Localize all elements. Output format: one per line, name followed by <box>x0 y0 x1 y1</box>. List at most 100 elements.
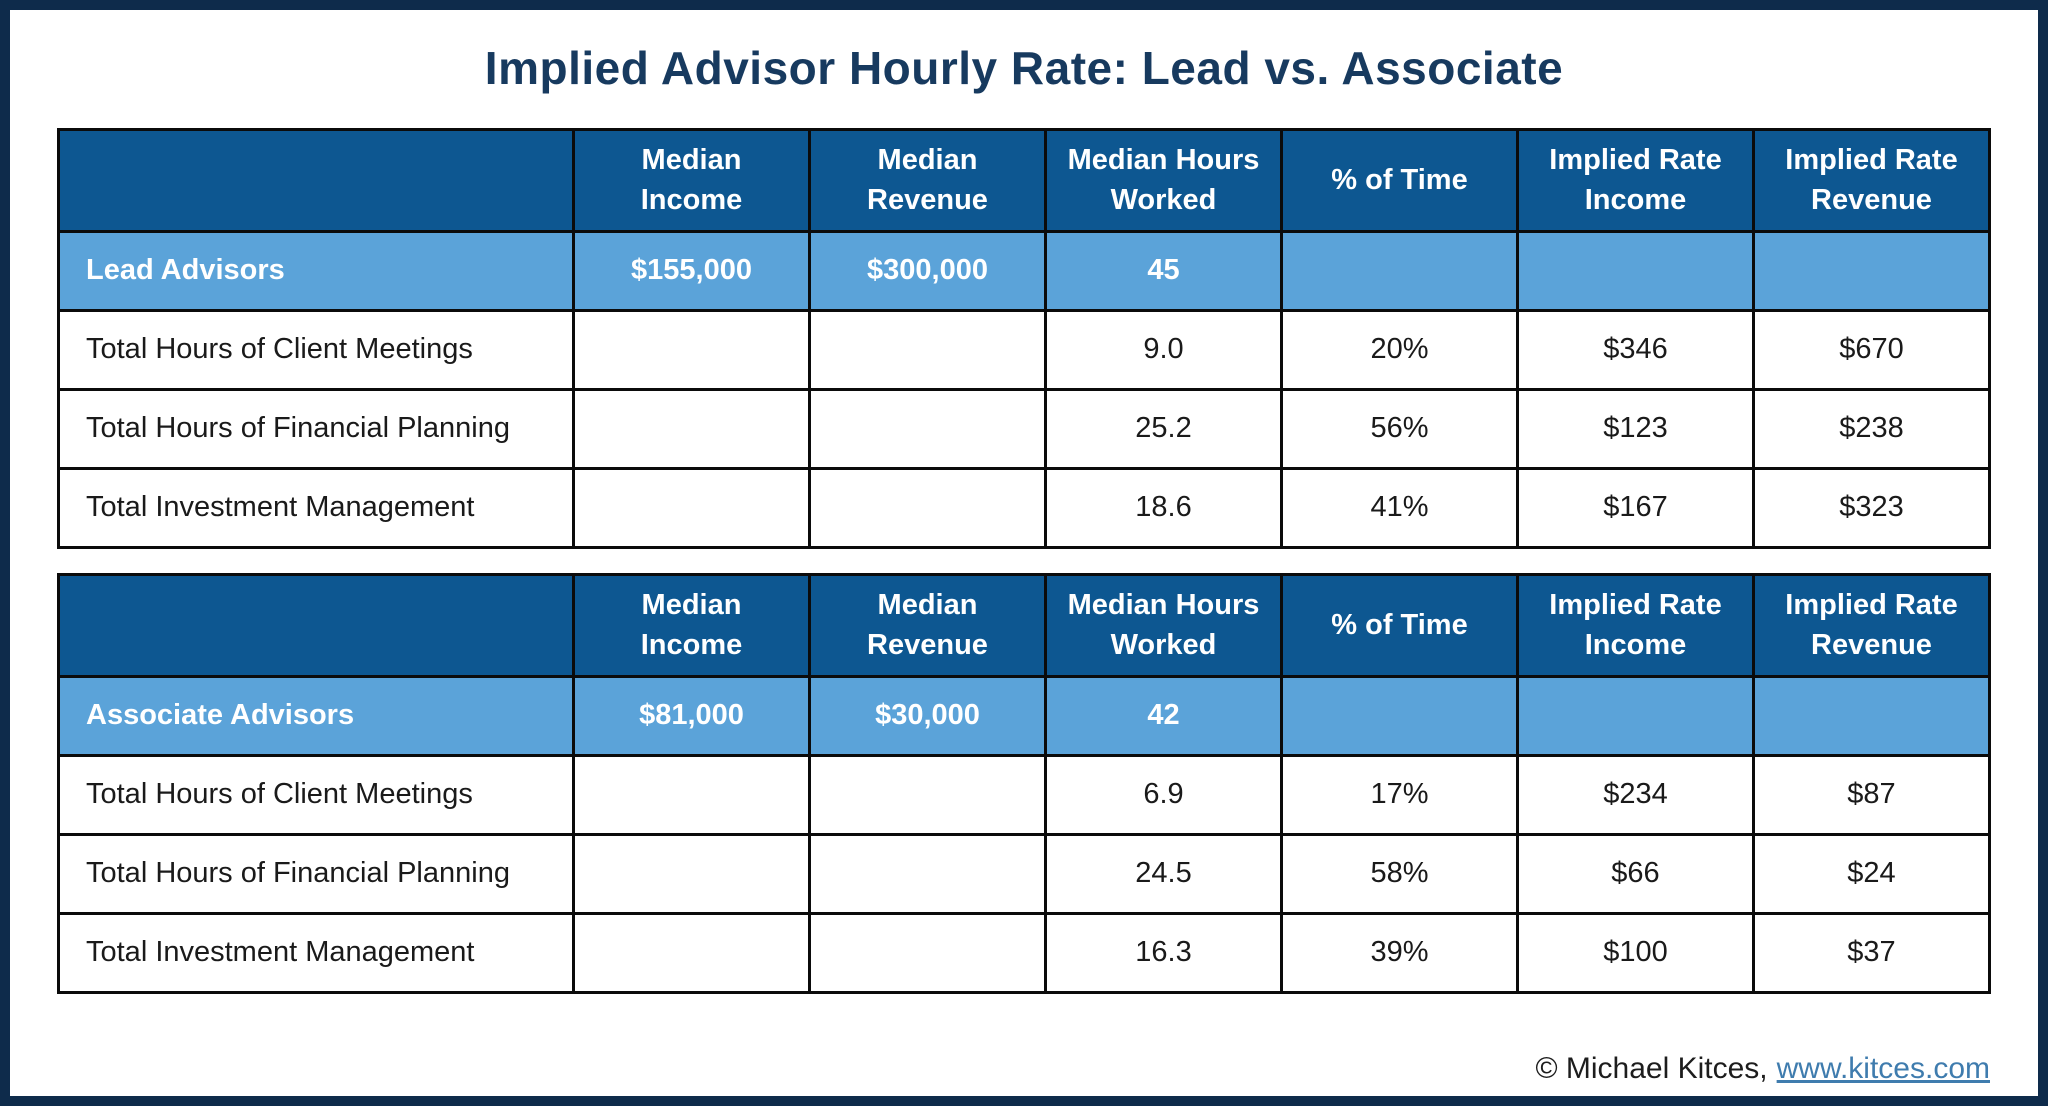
lead-advisors-table: Median Income Median Revenue Median Hour… <box>57 127 1991 549</box>
row-label: Lead Advisors <box>57 229 575 312</box>
header-line: Median Hours <box>1067 143 1260 176</box>
cell-median-income <box>572 466 811 549</box>
row-label: Total Hours of Client Meetings <box>57 308 575 391</box>
cell-implied-rate-income: $346 <box>1516 308 1755 391</box>
header-line: Implied Rate <box>1785 143 1958 176</box>
header-line: Worked <box>1110 184 1217 217</box>
cell-median-income: $81,000 <box>572 674 811 757</box>
header-implied-rate-revenue: Implied Rate Revenue <box>1752 127 1991 233</box>
table-row-client-meetings: Total Hours of Client Meetings 9.0 20% $… <box>57 308 1991 391</box>
header-line: Median <box>877 143 978 176</box>
row-label: Total Investment Management <box>57 911 575 994</box>
header-row: Median Income Median Revenue Median Hour… <box>57 572 1991 678</box>
cell-implied-rate-income: $167 <box>1516 466 1755 549</box>
cell-implied-rate-revenue: $37 <box>1752 911 1991 994</box>
cell-median-income <box>572 753 811 836</box>
header-line: Implied Rate <box>1549 588 1722 621</box>
header-pct-time: % of Time <box>1280 127 1519 233</box>
header-implied-rate-income: Implied Rate Income <box>1516 127 1755 233</box>
table-row-lead-advisors: Lead Advisors $155,000 $300,000 45 <box>57 229 1991 312</box>
cell-implied-rate-revenue: $323 <box>1752 466 1991 549</box>
associate-advisors-table: Median Income Median Revenue Median Hour… <box>57 572 1991 994</box>
row-label: Total Investment Management <box>57 466 575 549</box>
table-row-investment-management: Total Investment Management 16.3 39% $10… <box>57 911 1991 994</box>
cell-implied-rate-revenue <box>1752 674 1991 757</box>
header-line: Implied Rate <box>1549 143 1722 176</box>
cell-pct-time <box>1280 229 1519 312</box>
cell-median-hours: 6.9 <box>1044 753 1283 836</box>
table-row-investment-management: Total Investment Management 18.6 41% $16… <box>57 466 1991 549</box>
header-line: Income <box>1584 629 1687 662</box>
header-pct-time: % of Time <box>1280 572 1519 678</box>
header-implied-rate-revenue: Implied Rate Revenue <box>1752 572 1991 678</box>
header-line: % of Time <box>1331 609 1468 642</box>
table-row-associate-advisors: Associate Advisors $81,000 $30,000 42 <box>57 674 1991 757</box>
cell-median-hours: 16.3 <box>1044 911 1283 994</box>
header-implied-rate-income: Implied Rate Income <box>1516 572 1755 678</box>
cell-median-revenue <box>808 753 1047 836</box>
cell-median-income <box>572 308 811 391</box>
header-line: Worked <box>1110 629 1217 662</box>
header-empty-cell <box>57 127 575 233</box>
cell-pct-time <box>1280 674 1519 757</box>
table-row-client-meetings: Total Hours of Client Meetings 6.9 17% $… <box>57 753 1991 836</box>
kitces-link[interactable]: www.kitces.com <box>1776 1052 1990 1085</box>
cell-pct-time: 58% <box>1280 832 1519 915</box>
header-line: Implied Rate <box>1785 588 1958 621</box>
cell-median-hours: 42 <box>1044 674 1283 757</box>
cell-pct-time: 17% <box>1280 753 1519 836</box>
header-line: Median <box>877 588 978 621</box>
copyright-text: © Michael Kitces, <box>1535 1052 1768 1085</box>
footer-attribution: © Michael Kitces, www.kitces.com <box>1535 1052 1990 1086</box>
cell-median-income <box>572 387 811 470</box>
header-line: Income <box>1584 184 1687 217</box>
cell-pct-time: 39% <box>1280 911 1519 994</box>
cell-pct-time: 41% <box>1280 466 1519 549</box>
cell-implied-rate-revenue <box>1752 229 1991 312</box>
table-row-financial-planning: Total Hours of Financial Planning 24.5 5… <box>57 832 1991 915</box>
header-median-hours: Median Hours Worked <box>1044 572 1283 678</box>
header-median-revenue: Median Revenue <box>808 127 1047 233</box>
cell-implied-rate-income <box>1516 229 1755 312</box>
cell-implied-rate-income: $123 <box>1516 387 1755 470</box>
cell-implied-rate-income: $234 <box>1516 753 1755 836</box>
cell-implied-rate-revenue: $87 <box>1752 753 1991 836</box>
row-label: Total Hours of Financial Planning <box>57 832 575 915</box>
cell-median-income <box>572 911 811 994</box>
row-label: Total Hours of Financial Planning <box>57 387 575 470</box>
header-median-income: Median Income <box>572 127 811 233</box>
cell-median-hours: 9.0 <box>1044 308 1283 391</box>
table-row-financial-planning: Total Hours of Financial Planning 25.2 5… <box>57 387 1991 470</box>
cell-median-revenue <box>808 832 1047 915</box>
header-line: % of Time <box>1331 164 1468 197</box>
cell-implied-rate-income: $100 <box>1516 911 1755 994</box>
cell-median-revenue: $300,000 <box>808 229 1047 312</box>
cell-implied-rate-revenue: $670 <box>1752 308 1991 391</box>
cell-pct-time: 56% <box>1280 387 1519 470</box>
cell-implied-rate-revenue: $24 <box>1752 832 1991 915</box>
page-title: Implied Advisor Hourly Rate: Lead vs. As… <box>484 42 1564 94</box>
header-row: Median Income Median Revenue Median Hour… <box>57 127 1991 233</box>
header-empty-cell <box>57 572 575 678</box>
cell-median-revenue: $30,000 <box>808 674 1047 757</box>
cell-median-income: $155,000 <box>572 229 811 312</box>
row-label: Associate Advisors <box>57 674 575 757</box>
header-line: Median Hours <box>1067 588 1260 621</box>
header-median-income: Median Income <box>572 572 811 678</box>
header-median-revenue: Median Revenue <box>808 572 1047 678</box>
cell-implied-rate-revenue: $238 <box>1752 387 1991 470</box>
header-line: Revenue <box>1811 184 1932 217</box>
header-line: Revenue <box>1811 629 1932 662</box>
header-line: Income <box>640 629 743 662</box>
header-line: Revenue <box>867 184 988 217</box>
cell-pct-time: 20% <box>1280 308 1519 391</box>
cell-median-hours: 45 <box>1044 229 1283 312</box>
cell-median-revenue <box>808 466 1047 549</box>
header-line: Median <box>641 143 742 176</box>
header-line: Median <box>641 588 742 621</box>
cell-median-income <box>572 832 811 915</box>
cell-median-hours: 25.2 <box>1044 387 1283 470</box>
cell-median-hours: 24.5 <box>1044 832 1283 915</box>
header-median-hours: Median Hours Worked <box>1044 127 1283 233</box>
